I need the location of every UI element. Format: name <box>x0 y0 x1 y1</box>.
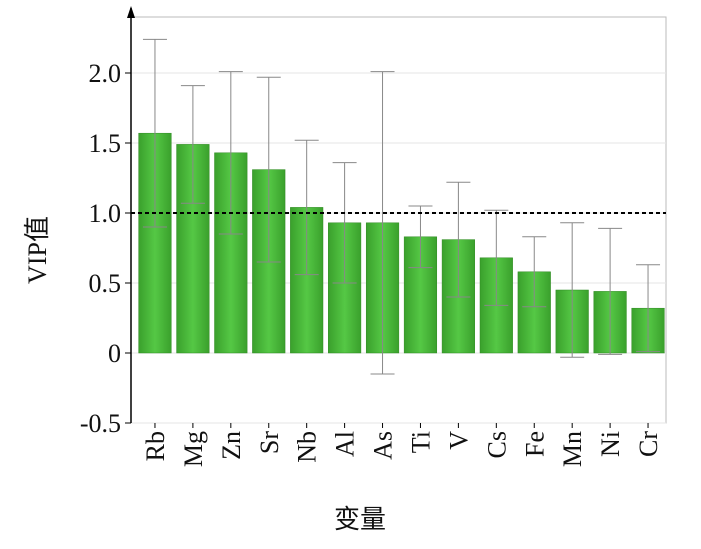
x-tick-label: Al <box>331 431 360 457</box>
x-tick-label: Fe <box>520 431 549 457</box>
x-tick-label: Mg <box>179 431 208 467</box>
y-tick-label: 0 <box>108 339 121 368</box>
x-tick-label: Zn <box>217 431 246 460</box>
y-tick-label: 1.0 <box>89 199 122 228</box>
y-tick-label: 2.0 <box>89 59 122 88</box>
y-tick-label: 1.5 <box>89 129 122 158</box>
x-tick-label: As <box>369 431 398 460</box>
y-axis-arrow <box>127 6 135 18</box>
x-tick-label: Cr <box>634 431 663 457</box>
x-tick-label: Ti <box>406 431 435 453</box>
y-tick-label: -0.5 <box>80 409 121 438</box>
x-axis-label: 变量 <box>334 505 386 534</box>
y-tick-label: 0.5 <box>89 269 122 298</box>
x-tick-label: V <box>444 431 473 450</box>
x-tick-label: Rb <box>141 431 170 461</box>
y-axis-label: VIP值 <box>23 216 52 284</box>
x-tick-label: Nb <box>293 431 322 463</box>
x-tick-label: Sr <box>255 431 284 454</box>
x-tick-label: Mn <box>558 431 587 467</box>
plot-frame <box>130 16 667 424</box>
x-tick-label: Cs <box>482 431 511 458</box>
x-tick-label: Ni <box>596 431 625 457</box>
